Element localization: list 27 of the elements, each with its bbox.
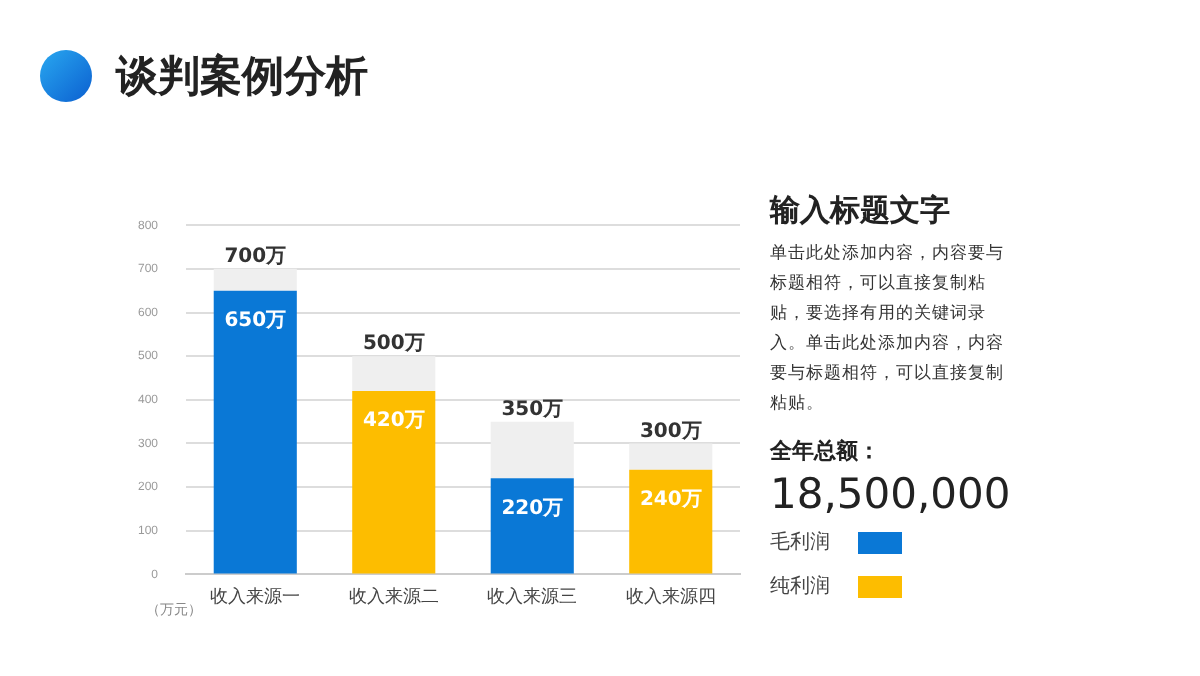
legend-label: 纯利润 bbox=[770, 573, 830, 600]
x-tick-label: 收入来源二 bbox=[348, 586, 439, 607]
text: 输入标题文字 bbox=[770, 192, 952, 230]
text: 全年总额： bbox=[770, 436, 882, 466]
bar bbox=[213, 268, 297, 291]
total-label: 350万 bbox=[501, 398, 564, 421]
chart-title: 谈判案例分析 bbox=[116, 50, 368, 104]
bar bbox=[352, 391, 436, 574]
data-label: 420万 bbox=[362, 410, 425, 433]
bar bbox=[629, 443, 713, 470]
bar bbox=[490, 478, 574, 574]
x-tick-label: 收入来源一 bbox=[210, 586, 301, 607]
legend-label: 毛利润 bbox=[770, 529, 830, 556]
x-tick-label: 收入来源三 bbox=[487, 586, 578, 607]
text: 单击此处添加内容，内容要与标题相符，可以直接复制粘贴，要选择有用的关键词录入。单击此处添加内容，内容要与标题相符，可以直接复制粘贴。 bbox=[770, 241, 1006, 418]
bar bbox=[213, 290, 297, 574]
bar bbox=[629, 469, 713, 574]
total-label: 700万 bbox=[224, 246, 287, 269]
data-label: 220万 bbox=[501, 497, 564, 520]
bar bbox=[352, 356, 436, 392]
data-label: 240万 bbox=[639, 488, 702, 511]
total-label: 500万 bbox=[362, 333, 425, 356]
text: 18,500,000 bbox=[770, 470, 1013, 518]
total-label: 300万 bbox=[639, 420, 702, 443]
bar bbox=[490, 421, 574, 479]
data-label: 650万 bbox=[224, 309, 287, 332]
x-tick-label: 收入来源四 bbox=[625, 586, 716, 607]
